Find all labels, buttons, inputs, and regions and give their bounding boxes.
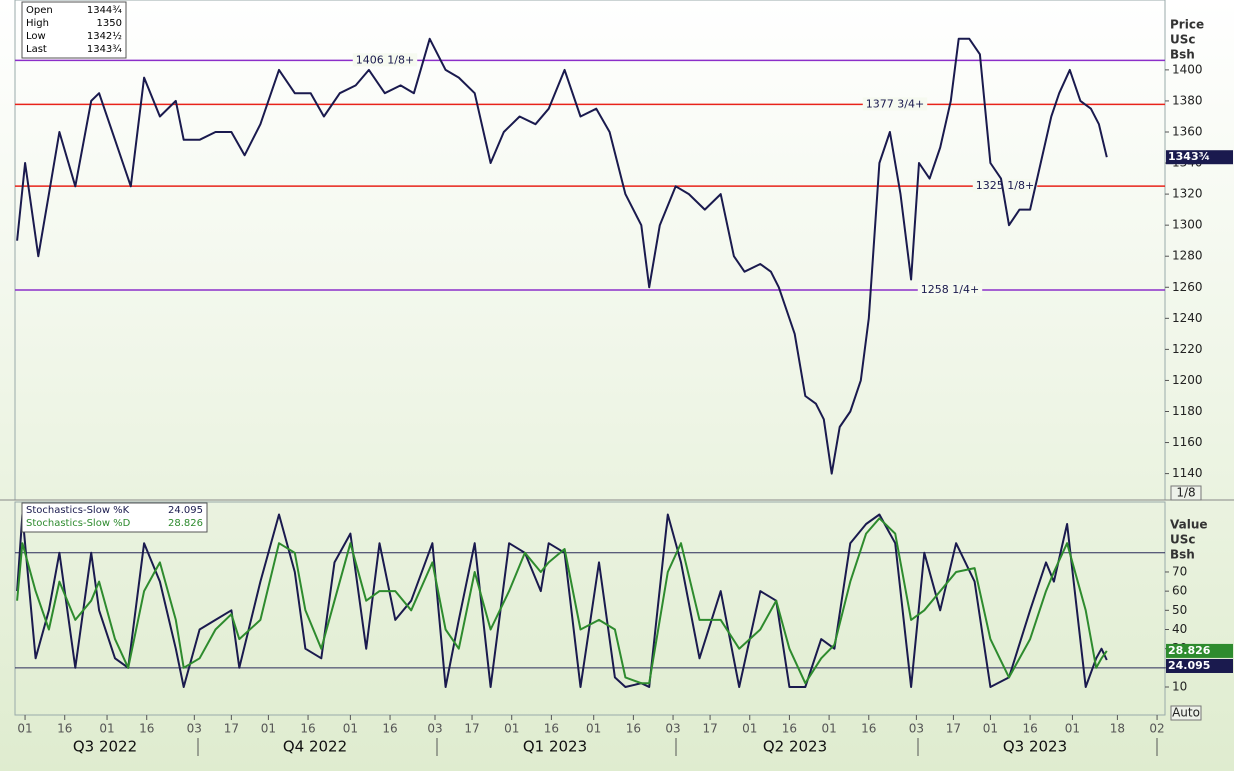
legend-box [21,502,208,533]
level-label-bg [972,179,1038,193]
x-tick-label: 01 [504,722,519,736]
level-label: 1377 3/4+ [866,97,924,110]
x-tick-label: 01 [261,722,276,736]
info-value: 1343¾ [87,44,122,55]
quarter-label: Q3 2023 [1003,738,1067,756]
y-tick-label: 1160 [1172,435,1203,449]
quarter-label: Q2 2023 [763,738,827,756]
info-value: 1344¾ [87,5,122,16]
level-label: 1325 1/8+ [976,179,1034,192]
x-tick-label: 01 [1065,722,1080,736]
last-badge [1166,658,1233,673]
axis-button[interactable] [1170,705,1202,721]
y-tick-label: 1380 [1172,93,1203,107]
x-tick-label: 16 [861,722,876,736]
x-tick-label: 18 [1110,722,1125,736]
x-tick-label: 01 [17,722,32,736]
last-badge [1166,150,1233,165]
x-tick-label: 17 [946,722,961,736]
series-line [16,513,1108,688]
level-label-bg [862,97,928,111]
info-value: 1342½ [87,30,122,42]
level-label: 1258 1/4+ [921,283,979,296]
y-tick-label: 1140 [1172,466,1203,480]
legend-value: 24.095 [168,505,203,516]
y-tick-label: 1400 [1172,62,1203,76]
level-label-bg [917,282,983,296]
x-tick-label: 16 [1022,722,1037,736]
y-tick-label: 70 [1172,564,1187,578]
level-label: 1406 1/8+ [356,53,414,66]
axis-button-label: 1/8 [1176,486,1195,500]
legend-value: 28.826 [168,518,203,529]
x-tick-label: 03 [187,722,202,736]
legend-label: Stochastics-Slow %K [26,505,130,516]
x-tick-label: 01 [821,722,836,736]
last-badge-label: 24.095 [1168,659,1210,672]
y-tick-label: 1220 [1172,342,1203,356]
last-badge-label: 1343¾ [1168,150,1210,163]
info-box [21,1,127,59]
axis-header: Bsh [1170,48,1195,62]
quarter-label: Q4 2022 [283,738,347,756]
x-tick-label: 03 [427,722,442,736]
info-value: 1350 [97,18,122,29]
y-tick-label: 10 [1172,680,1187,694]
info-label: Low [26,31,46,42]
axis-header: USc [1170,533,1196,547]
axis-header: USc [1170,33,1196,47]
y-tick-label: 40 [1172,622,1187,636]
y-tick-label: 1260 [1172,280,1203,294]
y-tick-label: 50 [1172,603,1187,617]
x-tick-label: 01 [586,722,601,736]
y-tick-label: 1320 [1172,187,1203,201]
x-tick-label: 02 [1149,722,1164,736]
quarter-label: Q3 2022 [73,738,137,756]
series-line [16,517,1108,685]
x-tick-label: 17 [464,722,479,736]
y-tick-label: 1280 [1172,249,1203,263]
level-label-bg [352,53,418,67]
axis-button[interactable] [1170,485,1202,501]
last-badge-label: 28.826 [1168,644,1211,657]
axis-header: Bsh [1170,548,1195,562]
axis-header: Price [1170,18,1204,32]
quarter-label: Q1 2023 [523,738,587,756]
x-tick-label: 16 [626,722,641,736]
x-tick-label: 16 [782,722,797,736]
x-tick-label: 03 [909,722,924,736]
axis-button-label: Auto [1172,706,1200,720]
y-tick-label: 1200 [1172,373,1203,387]
axis-header: Value [1170,518,1208,532]
x-tick-label: 16 [544,722,559,736]
x-tick-label: 03 [665,722,680,736]
x-tick-label: 17 [702,722,717,736]
last-badge [1166,643,1233,658]
y-tick-label: 1300 [1172,218,1203,232]
y-tick-label: 1240 [1172,311,1203,325]
x-tick-label: 16 [139,722,154,736]
y-tick-label: 1360 [1172,124,1203,138]
info-label: Open [26,5,53,16]
series-line [16,37,1108,475]
x-tick-label: 01 [983,722,998,736]
info-label: Last [26,44,47,55]
x-tick-label: 16 [300,722,315,736]
x-tick-label: 16 [382,722,397,736]
x-tick-label: 01 [742,722,757,736]
x-tick-label: 01 [99,722,114,736]
info-label: High [26,18,49,29]
quarter-separators [197,738,1158,756]
x-tick-label: 01 [343,722,358,736]
legend-label: Stochastics-Slow %D [26,518,131,529]
x-tick-label: 16 [57,722,72,736]
y-tick-label: 60 [1172,584,1187,598]
stoch-panel [14,501,1166,716]
y-tick-label: 1180 [1172,404,1203,418]
x-tick-label: 17 [224,722,239,736]
